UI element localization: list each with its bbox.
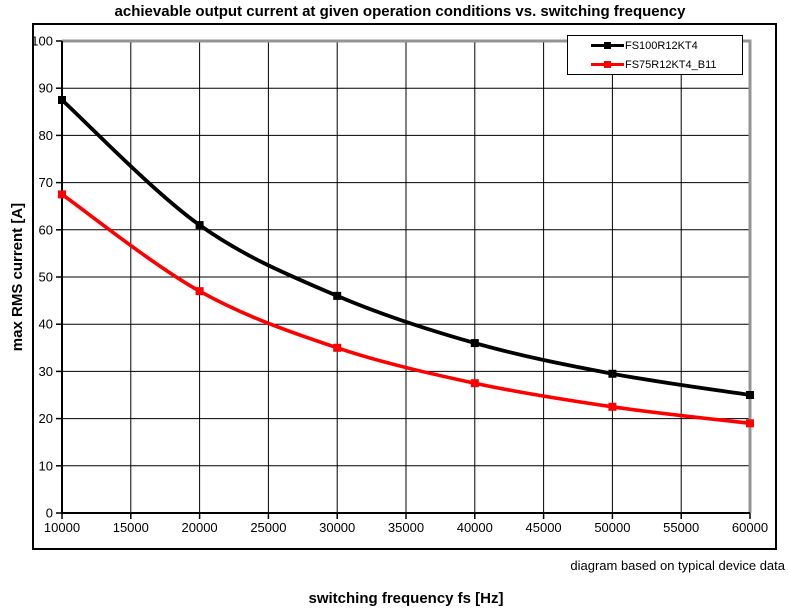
data-point-marker — [333, 343, 342, 352]
series-line-fs75r12kt4_b11 — [60, 192, 752, 426]
y-tick-label: 20 — [39, 411, 53, 426]
x-tick-label: 10000 — [44, 520, 80, 535]
data-point-marker — [58, 190, 66, 199]
data-point-marker — [746, 419, 754, 428]
series-line-icon — [591, 42, 624, 49]
y-tick-label: 10 — [39, 458, 53, 473]
legend-label: FS100R12KT4 — [625, 39, 698, 52]
data-point-marker — [608, 369, 617, 378]
data-point-marker — [195, 221, 204, 230]
chart-frame — [32, 23, 777, 550]
y-tick-label: 80 — [39, 128, 53, 143]
legend: FS100R12KT4 FS75R12KT4_B11 — [567, 35, 743, 75]
y-tick-label: 60 — [39, 222, 53, 237]
x-tick-label: 45000 — [526, 520, 562, 535]
data-point-marker — [470, 339, 479, 348]
legend-item-fs75r12kt4-b11: FS75R12KT4_B11 — [568, 55, 742, 74]
y-tick-label: 50 — [39, 270, 53, 285]
y-tick-label: 100 — [31, 34, 53, 49]
legend-label: FS75R12KT4_B11 — [625, 58, 717, 71]
x-tick-label: 35000 — [388, 520, 424, 535]
data-point-marker — [195, 287, 204, 296]
data-point-marker — [333, 291, 342, 300]
data-point-marker — [608, 402, 617, 411]
y-tick-label: 90 — [39, 81, 53, 96]
y-tick-label: 70 — [39, 175, 53, 190]
data-point-marker — [58, 96, 66, 104]
footnote: diagram based on typical device data — [570, 558, 785, 573]
data-point-marker — [470, 379, 479, 388]
y-axis-title: max RMS current [A] — [9, 202, 26, 352]
x-tick-label: 50000 — [594, 520, 630, 535]
y-tick-label: 30 — [39, 364, 53, 379]
x-tick-label: 30000 — [319, 520, 355, 535]
series-line-fs100r12kt4 — [60, 98, 752, 397]
legend-item-fs100r12kt4: FS100R12KT4 — [568, 36, 742, 55]
x-tick-label: 60000 — [732, 520, 768, 535]
x-tick-label: 25000 — [250, 520, 286, 535]
x-tick-label: 15000 — [113, 520, 149, 535]
series-line-icon — [591, 61, 624, 68]
y-tick-label: 40 — [39, 317, 53, 332]
series-marker-icon — [604, 61, 611, 68]
series-marker-icon — [604, 42, 611, 49]
x-tick-label: 40000 — [457, 520, 493, 535]
data-point-marker — [746, 391, 754, 399]
x-tick-label: 55000 — [663, 520, 699, 535]
chart-title: achievable output current at given opera… — [114, 3, 686, 20]
x-axis-title: switching frequency fs [Hz] — [308, 590, 504, 607]
x-tick-label: 20000 — [182, 520, 218, 535]
plot-border — [62, 39, 752, 513]
y-tick-label: 0 — [46, 506, 53, 521]
